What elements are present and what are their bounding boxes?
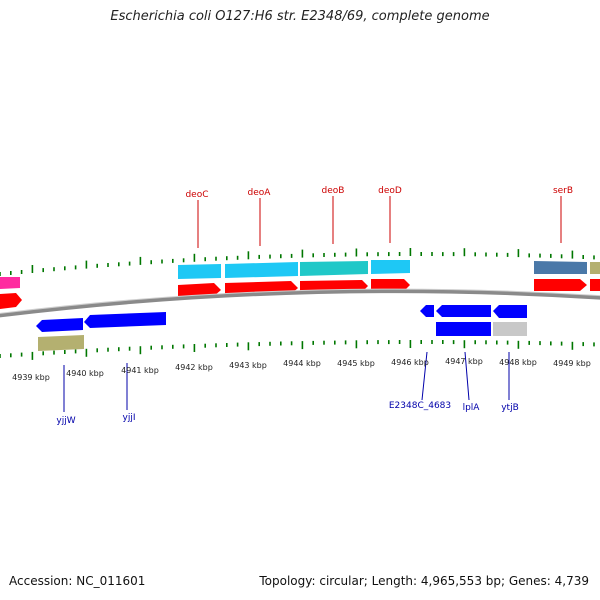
axis-tick-label: 4949 kbp — [553, 359, 591, 368]
forward-gene-labels: deoC deoA deoB deoD serB — [185, 186, 573, 200]
forward-gene-track — [0, 260, 600, 289]
axis-tick-label: 4947 kbp — [445, 357, 483, 366]
cds-arrow-ytjB[interactable] — [493, 305, 527, 318]
gene-feature-deoD[interactable] — [371, 260, 410, 274]
gene-feature-yjjW[interactable] — [38, 335, 84, 351]
axis-tick-label: 4945 kbp — [337, 359, 375, 368]
cds-arrow-E2348C_4683[interactable] — [420, 305, 434, 317]
axis-tick-label: 4940 kbp — [66, 369, 104, 378]
label-leader-lines — [63, 196, 562, 412]
gene-feature-serB[interactable] — [534, 261, 587, 274]
gene-feature-deoB[interactable] — [300, 261, 368, 276]
gene-label-deoB[interactable]: deoB — [322, 186, 345, 196]
axis-tick-label: 4943 kbp — [229, 361, 267, 370]
reverse-gene-track — [38, 322, 527, 351]
reverse-gene-labels: yjjW yjjI E2348C_4683 lplA ytjB — [56, 401, 518, 426]
genome-backbone-highlight — [0, 288, 600, 314]
gene-label-yjjW[interactable]: yjjW — [56, 416, 75, 426]
cds-arrow-yjjI[interactable] — [84, 312, 166, 328]
cds-arrow-lplA[interactable] — [436, 305, 491, 317]
map-title: Escherichia coli O127:H6 str. E2348/69, … — [110, 9, 490, 24]
gene-label-yjjI[interactable]: yjjI — [123, 413, 136, 423]
axis-tick-label: 4939 kbp — [12, 373, 50, 382]
cds-arrow-serB[interactable] — [534, 279, 587, 291]
axis-tick-label: 4941 kbp — [121, 366, 159, 375]
axis-tick-label: 4944 kbp — [283, 359, 321, 368]
gene-label-deoA[interactable]: deoA — [248, 188, 272, 198]
gene-label-serB[interactable]: serB — [553, 186, 573, 196]
gene-label-deoC[interactable]: deoC — [185, 190, 208, 200]
gene-feature-pink[interactable] — [0, 277, 20, 289]
genome-backbone — [0, 289, 600, 318]
axis-tick-label: 4942 kbp — [175, 363, 213, 372]
gene-feature-deoA[interactable] — [225, 262, 298, 278]
axis-tick-label: 4948 kbp — [499, 358, 537, 367]
gene-feature-ytjB[interactable] — [493, 322, 527, 336]
reverse-cds-track — [36, 305, 527, 332]
accession-label: Accession: NC_011601 — [9, 574, 146, 588]
gene-feature-lplA[interactable] — [436, 322, 491, 336]
gene-label-E2348C_4683[interactable]: E2348C_4683 — [389, 401, 451, 411]
gene-label-lplA[interactable]: lplA — [463, 403, 481, 413]
gene-feature-deoC[interactable] — [178, 264, 221, 279]
cds-arrow-left-edge[interactable] — [0, 293, 22, 309]
axis-kbp-labels: 4939 kbp 4940 kbp 4941 kbp 4942 kbp 4943… — [12, 357, 591, 382]
inner-tick-row — [0, 340, 595, 360]
cds-arrow-deoD[interactable] — [371, 279, 410, 291]
genome-stats-label: Topology: circular; Length: 4,965,553 bp… — [259, 574, 589, 588]
outer-tick-row — [0, 248, 595, 276]
cds-arrow-yjjW[interactable] — [36, 318, 83, 332]
gene-feature-olive-right[interactable] — [590, 262, 600, 274]
cds-arrow-right-edge[interactable] — [590, 279, 600, 291]
axis-tick-label: 4946 kbp — [391, 358, 429, 367]
gene-label-ytjB[interactable]: ytjB — [501, 403, 519, 413]
gene-label-deoD[interactable]: deoD — [378, 186, 402, 196]
